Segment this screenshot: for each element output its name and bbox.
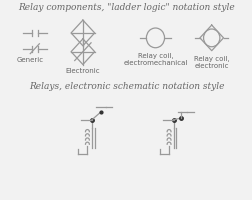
Text: Relay coil,
electromechanical: Relay coil, electromechanical (123, 53, 187, 66)
Text: Electronic: Electronic (65, 68, 100, 74)
Text: Relays, electronic schematic notation style: Relays, electronic schematic notation st… (28, 82, 223, 91)
Text: Relay components, "ladder logic" notation style: Relay components, "ladder logic" notatio… (18, 3, 234, 12)
Text: Relay coil,
electronic: Relay coil, electronic (193, 56, 229, 69)
Text: Generic: Generic (17, 57, 44, 63)
